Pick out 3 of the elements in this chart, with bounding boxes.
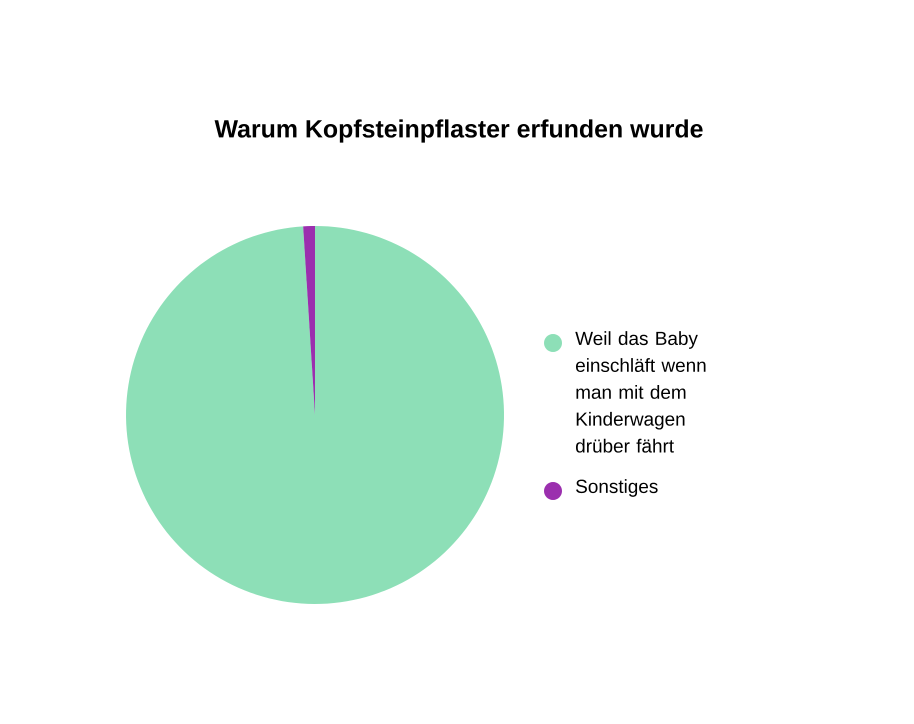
legend-label: Sonstiges: [576, 479, 658, 497]
legend-label: Weil das Baby einschläft wenn man mit dem Kinderwagen drüber fährt: [575, 331, 706, 453]
chart-title: Warum Kopfsteinpflaster erfunden wurde: [214, 119, 703, 143]
